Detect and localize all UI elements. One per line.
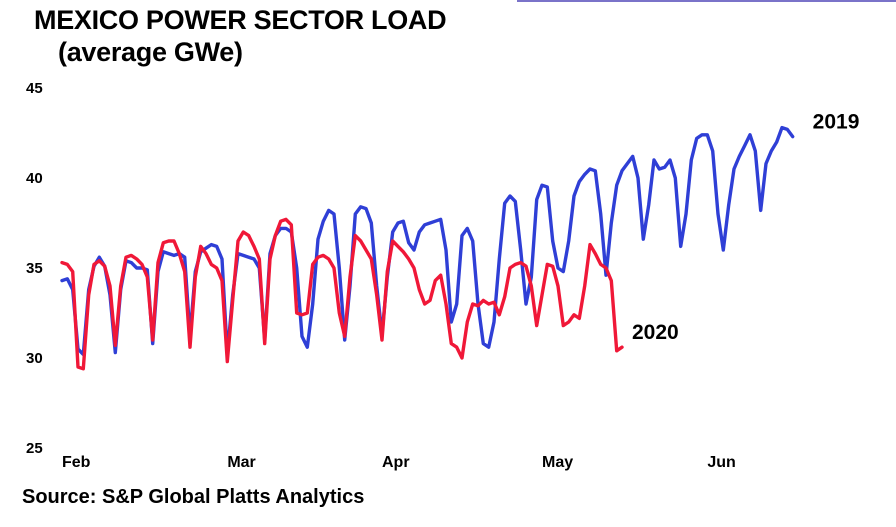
series-line-2020 — [60, 217, 624, 371]
series-line-2019 — [60, 125, 795, 357]
series-label-2019: 2019 — [813, 111, 860, 134]
y-tick-label: 25 — [26, 440, 43, 457]
x-tick-label: Mar — [227, 454, 255, 471]
series-label-2020: 2020 — [632, 321, 679, 344]
chart-title-line1: MEXICO POWER SECTOR LOAD — [34, 5, 447, 35]
top-rule — [517, 0, 896, 2]
x-tick-label: Apr — [382, 454, 410, 471]
y-tick-label: 45 — [26, 80, 43, 97]
source-note: Source: S&P Global Platts Analytics — [22, 486, 365, 508]
x-tick-label: Jun — [707, 454, 735, 471]
series-group — [60, 125, 795, 371]
chart-subtitle: (average GWe) — [58, 37, 243, 67]
y-axis: 25 30 35 40 45 — [26, 80, 43, 457]
x-tick-label: May — [542, 454, 573, 471]
y-tick-label: 30 — [26, 350, 43, 367]
y-tick-label: 40 — [26, 170, 43, 187]
series-labels: 2019 2020 — [632, 111, 859, 345]
y-tick-label: 35 — [26, 260, 43, 277]
x-axis: Feb Mar Apr May Jun — [62, 454, 736, 471]
x-tick-label: Feb — [62, 454, 91, 471]
chart-title: MEXICO POWER SECTOR LOAD (average GWe) — [34, 4, 447, 68]
